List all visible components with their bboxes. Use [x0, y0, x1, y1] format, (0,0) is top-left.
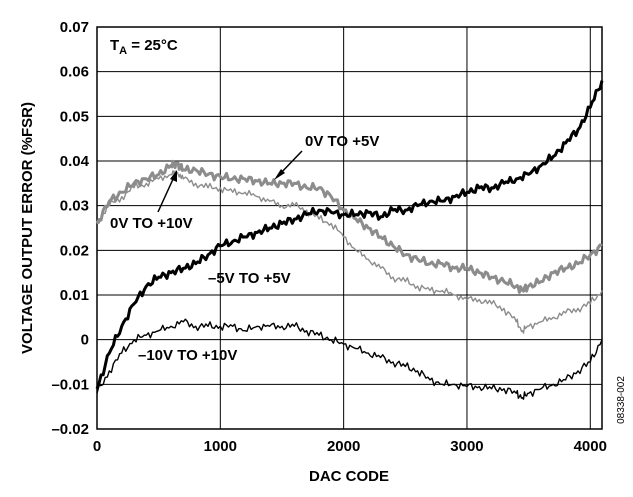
label-neg5v-to-5v: –5V TO +5V — [208, 270, 291, 287]
y-tick-labels: –0.02 –0.01 0 0.01 0.02 0.03 0.04 0.05 0.06 0.07 — [51, 19, 89, 438]
label-neg10v-to-10v: –10V TO +10V — [138, 347, 237, 364]
x-tick-labels: 0 1000 2000 3000 4000 — [93, 438, 607, 455]
y-tick-label: –0.01 — [51, 376, 89, 393]
condition-label: TA = 25°C — [110, 37, 178, 57]
plot-area — [96, 26, 603, 430]
y-tick-label: 0.03 — [60, 198, 89, 215]
condition-suffix: = 25°C — [127, 37, 178, 54]
y-tick-label: 0.06 — [60, 64, 89, 81]
y-axis-title: VOLTAGE OUTPUT ERROR (%FSR) — [19, 102, 36, 354]
series-line-3 — [95, 80, 604, 390]
y-tick-label: 0.04 — [60, 153, 90, 170]
x-tick-label: 0 — [93, 438, 101, 455]
y-tick-label: 0.02 — [60, 242, 89, 259]
y-tick-label: 0.01 — [60, 287, 89, 304]
x-tick-label: 3000 — [450, 438, 483, 455]
y-tick-label: 0 — [81, 332, 89, 349]
label-0v-to-5v: 0V TO +5V — [305, 133, 379, 150]
label-0v-to-10v: 0V TO +10V — [110, 215, 193, 232]
x-axis-title: DAC CODE — [309, 468, 389, 485]
y-tick-label: 0.05 — [60, 108, 89, 125]
condition-prefix: T — [110, 37, 119, 54]
y-tick-label: 0.07 — [60, 19, 89, 36]
annotation-arrow-0v-to-10v — [157, 170, 177, 213]
series-lines — [95, 80, 604, 400]
x-tick-label: 4000 — [574, 438, 607, 455]
series-line-4 — [96, 318, 603, 400]
x-tick-label: 2000 — [327, 438, 360, 455]
annotation-arrow-0v-to-5v — [274, 150, 303, 180]
x-tick-label: 1000 — [204, 438, 237, 455]
series-line-2 — [96, 170, 603, 334]
figure-id: 08338-002 — [616, 376, 627, 424]
gridlines — [97, 27, 602, 429]
condition-subscript: A — [119, 45, 127, 57]
y-tick-label: –0.02 — [51, 421, 89, 438]
